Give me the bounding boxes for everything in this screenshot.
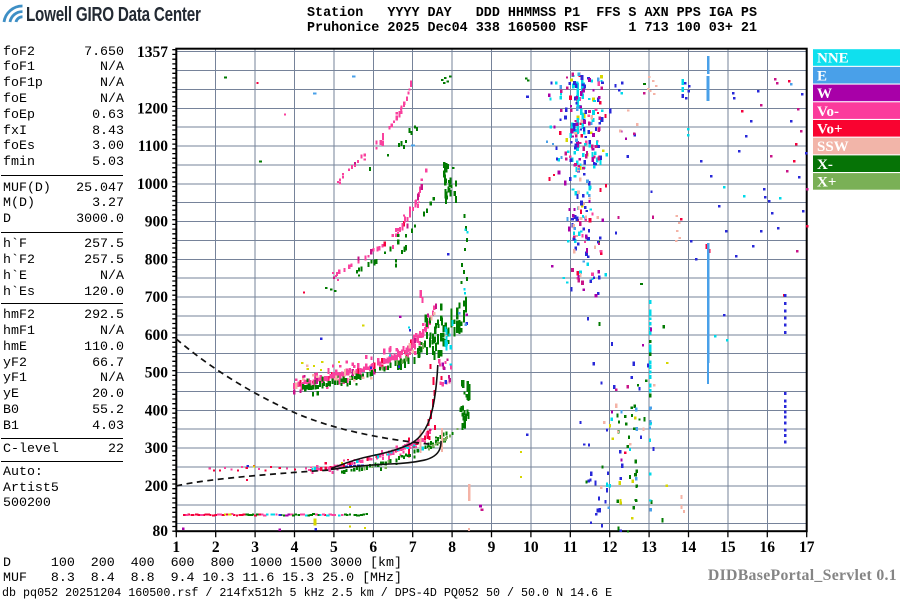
svg-text:300: 300	[145, 440, 169, 457]
svg-text:W: W	[817, 86, 832, 102]
svg-text:400: 400	[145, 402, 169, 419]
svg-text:8: 8	[448, 539, 456, 556]
svg-text:1100: 1100	[138, 138, 168, 155]
svg-text:SSW: SSW	[817, 139, 849, 155]
svg-text:2: 2	[212, 539, 220, 556]
svg-text:15: 15	[720, 539, 736, 556]
svg-text:E: E	[817, 68, 827, 84]
svg-text:11: 11	[563, 539, 578, 556]
svg-text:16: 16	[760, 539, 776, 556]
svg-text:9: 9	[488, 539, 496, 556]
svg-text:700: 700	[145, 289, 169, 306]
svg-text:7: 7	[409, 539, 417, 556]
svg-text:X+: X+	[817, 175, 836, 191]
svg-text:80: 80	[153, 523, 169, 540]
svg-text:5: 5	[330, 539, 338, 556]
svg-text:1357: 1357	[137, 44, 168, 61]
svg-text:X-: X-	[817, 157, 833, 173]
svg-text:6: 6	[369, 539, 377, 556]
svg-text:NNE: NNE	[817, 51, 849, 67]
svg-text:900: 900	[145, 214, 169, 231]
svg-text:800: 800	[145, 251, 169, 268]
svg-text:12: 12	[602, 539, 618, 556]
svg-text:4: 4	[291, 539, 299, 556]
svg-text:3: 3	[251, 539, 259, 556]
svg-text:500: 500	[145, 365, 169, 382]
svg-text:Vo-: Vo-	[817, 104, 839, 120]
svg-text:Vo+: Vo+	[817, 122, 843, 138]
svg-text:13: 13	[641, 539, 657, 556]
svg-text:1200: 1200	[137, 100, 168, 117]
svg-text:17: 17	[799, 539, 815, 556]
svg-text:1: 1	[172, 539, 180, 556]
svg-text:600: 600	[145, 327, 169, 344]
svg-text:1000: 1000	[137, 176, 168, 193]
svg-text:200: 200	[145, 478, 169, 495]
svg-text:14: 14	[681, 539, 697, 556]
svg-text:10: 10	[523, 539, 539, 556]
